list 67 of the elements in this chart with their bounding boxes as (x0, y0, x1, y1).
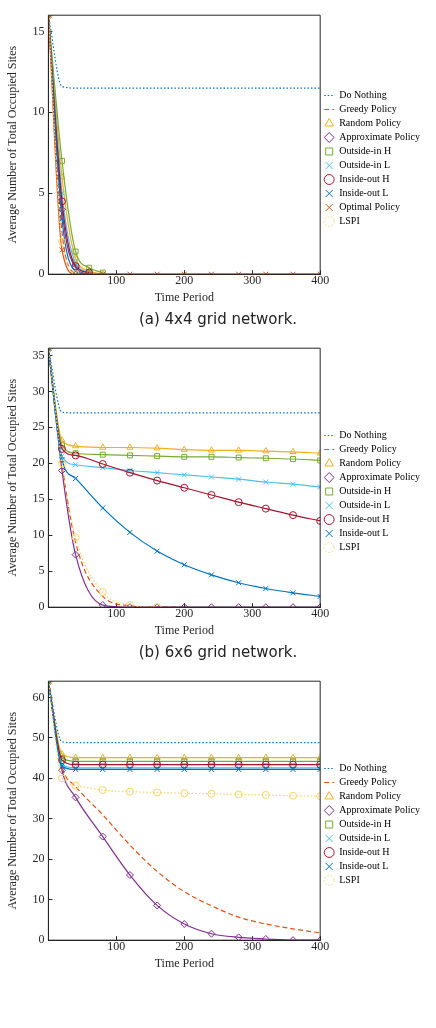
legend-label: Approximate Policy (339, 804, 421, 816)
legend-label: Inside-out H (339, 173, 390, 185)
legend-label: Random Policy (339, 790, 402, 802)
legend-label: Random Policy (339, 457, 402, 469)
legend-label: Inside-out L (339, 187, 389, 199)
x-tick-label: 100 (107, 605, 126, 620)
x-tick-label: 400 (311, 272, 330, 287)
legend-label: Inside-out L (339, 527, 389, 539)
y-axis-title: Average Number of Total Occupied Sites (5, 378, 20, 577)
y-axis-title: Average Number of Total Occupied Sites (5, 711, 20, 910)
legend-label: Greedy Policy (339, 103, 397, 115)
x-tick-label: 300 (243, 938, 262, 953)
y-tick-label: 10 (32, 104, 45, 119)
y-axis-title: Average Number of Total Occupied Sites (5, 45, 20, 244)
x-axis-title: Time Period (154, 955, 214, 970)
x-tick-label: 300 (243, 605, 262, 620)
y-tick-label: 35 (32, 347, 45, 362)
legend-label: Do Nothing (339, 89, 387, 101)
x-axis-title: Time Period (154, 289, 214, 304)
y-tick-label: 15 (32, 491, 45, 506)
legend-label: Outside-in L (339, 499, 391, 511)
y-tick-label: 20 (32, 455, 45, 470)
legend-label: Greedy Policy (339, 443, 397, 455)
y-tick-label: 0 (38, 266, 45, 281)
y-tick-label: 0 (38, 599, 45, 614)
legend-label: Approximate Policy (339, 471, 421, 483)
y-tick-label: 25 (32, 419, 45, 434)
legend-label: Outside-in H (339, 818, 392, 830)
y-tick-label: 15 (32, 23, 45, 38)
legend-label: Greedy Policy (339, 776, 397, 788)
legend-label: Outside-in L (339, 832, 391, 844)
text: (a) 4x4 grid network. (137, 309, 299, 330)
y-tick-label: 0 (38, 932, 45, 947)
legend-label: Approximate Policy (339, 131, 421, 143)
y-tick-label: 10 (32, 891, 45, 906)
legend-label: Outside-in L (339, 159, 391, 171)
y-tick-label: 40 (32, 770, 45, 785)
x-tick-label: 200 (175, 605, 194, 620)
legend-label: Random Policy (339, 117, 402, 129)
legend-label: Inside-out L (339, 860, 389, 872)
legend-label: Optimal Policy (339, 201, 401, 213)
x-axis-title: Time Period (154, 622, 214, 637)
y-tick-label: 5 (38, 563, 45, 578)
y-tick-label: 20 (32, 851, 45, 866)
legend-label: Inside-out H (339, 513, 390, 525)
y-tick-label: 30 (32, 383, 45, 398)
y-tick-label: 10 (32, 527, 45, 542)
x-tick-label: 400 (311, 938, 330, 953)
x-tick-label: 200 (175, 272, 194, 287)
y-tick-label: 5 (38, 185, 45, 200)
legend-label: Outside-in H (339, 145, 392, 157)
x-tick-label: 100 (107, 272, 126, 287)
y-tick-label: 60 (32, 689, 45, 704)
legend-label: LSPI (339, 874, 360, 886)
legend-label: Inside-out H (339, 846, 390, 858)
x-tick-label: 100 (107, 938, 126, 953)
text: (b) 6x6 grid network. (137, 642, 299, 663)
x-tick-label: 400 (311, 605, 330, 620)
x-tick-label: 200 (175, 938, 194, 953)
legend-label: LSPI (339, 215, 360, 227)
x-tick-label: 300 (243, 272, 262, 287)
legend-label: Do Nothing (339, 429, 387, 441)
legend-label: Outside-in H (339, 485, 392, 497)
legend-label: Do Nothing (339, 762, 387, 774)
y-tick-label: 50 (32, 730, 45, 745)
y-tick-label: 30 (32, 810, 45, 825)
legend-label: LSPI (339, 541, 360, 553)
